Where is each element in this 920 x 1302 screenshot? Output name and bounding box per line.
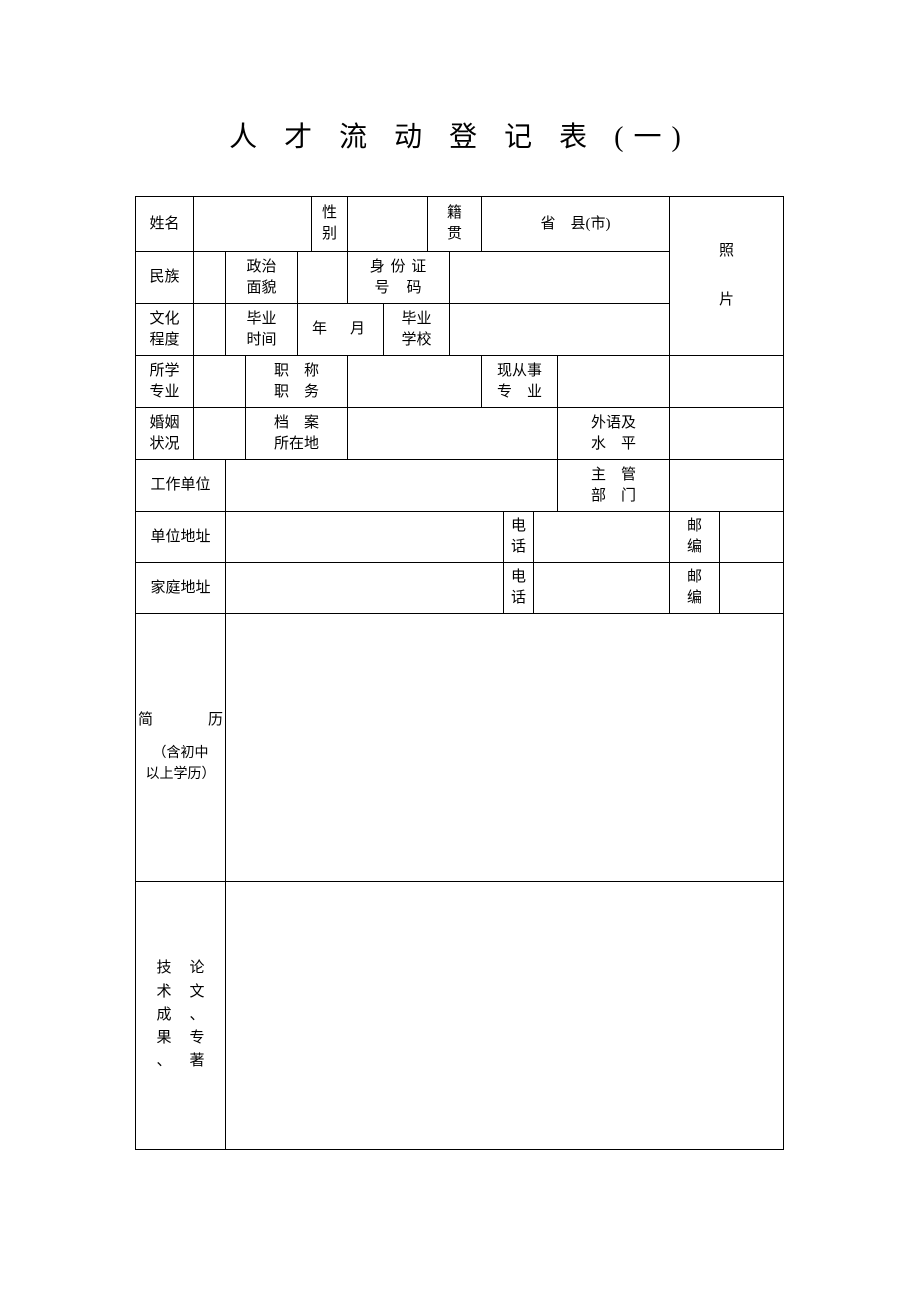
- label-education: 文化程度: [136, 304, 194, 356]
- value-name[interactable]: [194, 197, 312, 252]
- photo-placeholder: 照 片: [670, 197, 784, 356]
- label-tech-col2: 论文、专著: [190, 957, 205, 1073]
- label-resume-main: 简 历: [138, 710, 223, 731]
- label-grad-time: 毕业时间: [226, 304, 298, 356]
- label-native-place: 籍贯: [428, 197, 482, 252]
- label-current-major: 现从事专 业: [482, 356, 558, 408]
- page-title: 人 才 流 动 登 记 表 (一): [0, 0, 920, 155]
- value-id-number[interactable]: [450, 252, 670, 304]
- photo-char-2: 片: [719, 290, 734, 311]
- label-ethnicity: 民族: [136, 252, 194, 304]
- label-home-address: 家庭地址: [136, 563, 226, 614]
- value-grad-time[interactable]: 年 月: [298, 304, 384, 356]
- value-political[interactable]: [298, 252, 348, 304]
- value-native-place[interactable]: 省 县(市): [482, 197, 670, 252]
- value-work-unit[interactable]: [226, 460, 558, 512]
- label-job-title: 职 称职 务: [246, 356, 348, 408]
- value-job-title[interactable]: [348, 356, 482, 408]
- value-row4-right[interactable]: [670, 356, 784, 408]
- value-dept-in-charge[interactable]: [670, 460, 784, 512]
- label-resume-sub: （含初中以上学历）: [138, 743, 223, 785]
- label-political: 政治面貌: [226, 252, 298, 304]
- label-name: 姓名: [136, 197, 194, 252]
- value-home-postcode[interactable]: [720, 563, 784, 614]
- value-unit-phone[interactable]: [534, 512, 670, 563]
- label-resume: 简 历 （含初中以上学历）: [136, 614, 226, 882]
- value-archive[interactable]: [348, 408, 558, 460]
- label-work-unit: 工作单位: [136, 460, 226, 512]
- registration-form-table: 姓名 性别 籍贯 省 县(市) 照 片 民族 政治面貌 身 份 证号 码 文化程…: [135, 196, 784, 1150]
- label-gender: 性别: [312, 197, 348, 252]
- value-foreign-lang[interactable]: [670, 408, 784, 460]
- value-major[interactable]: [194, 356, 246, 408]
- value-marital[interactable]: [194, 408, 246, 460]
- label-id-number: 身 份 证号 码: [348, 252, 450, 304]
- photo-char-1: 照: [719, 241, 734, 262]
- value-unit-postcode[interactable]: [720, 512, 784, 563]
- label-unit-address: 单位地址: [136, 512, 226, 563]
- label-dept-in-charge: 主 管部 门: [558, 460, 670, 512]
- label-grad-school: 毕业学校: [384, 304, 450, 356]
- label-major: 所学专业: [136, 356, 194, 408]
- value-home-phone[interactable]: [534, 563, 670, 614]
- label-unit-phone: 电话: [504, 512, 534, 563]
- value-resume[interactable]: [226, 614, 784, 882]
- label-archive: 档 案所在地: [246, 408, 348, 460]
- value-home-address[interactable]: [226, 563, 504, 614]
- value-current-major[interactable]: [558, 356, 670, 408]
- value-grad-school[interactable]: [450, 304, 670, 356]
- value-gender[interactable]: [348, 197, 428, 252]
- value-unit-address[interactable]: [226, 512, 504, 563]
- value-ethnicity[interactable]: [194, 252, 226, 304]
- label-home-postcode: 邮编: [670, 563, 720, 614]
- label-unit-postcode: 邮编: [670, 512, 720, 563]
- value-education[interactable]: [194, 304, 226, 356]
- value-tech[interactable]: [226, 882, 784, 1150]
- label-foreign-lang: 外语及水 平: [558, 408, 670, 460]
- label-marital: 婚姻状况: [136, 408, 194, 460]
- label-tech: 技术成果、 论文、专著: [136, 882, 226, 1150]
- label-tech-col1: 技术成果、: [156, 957, 171, 1073]
- label-home-phone: 电话: [504, 563, 534, 614]
